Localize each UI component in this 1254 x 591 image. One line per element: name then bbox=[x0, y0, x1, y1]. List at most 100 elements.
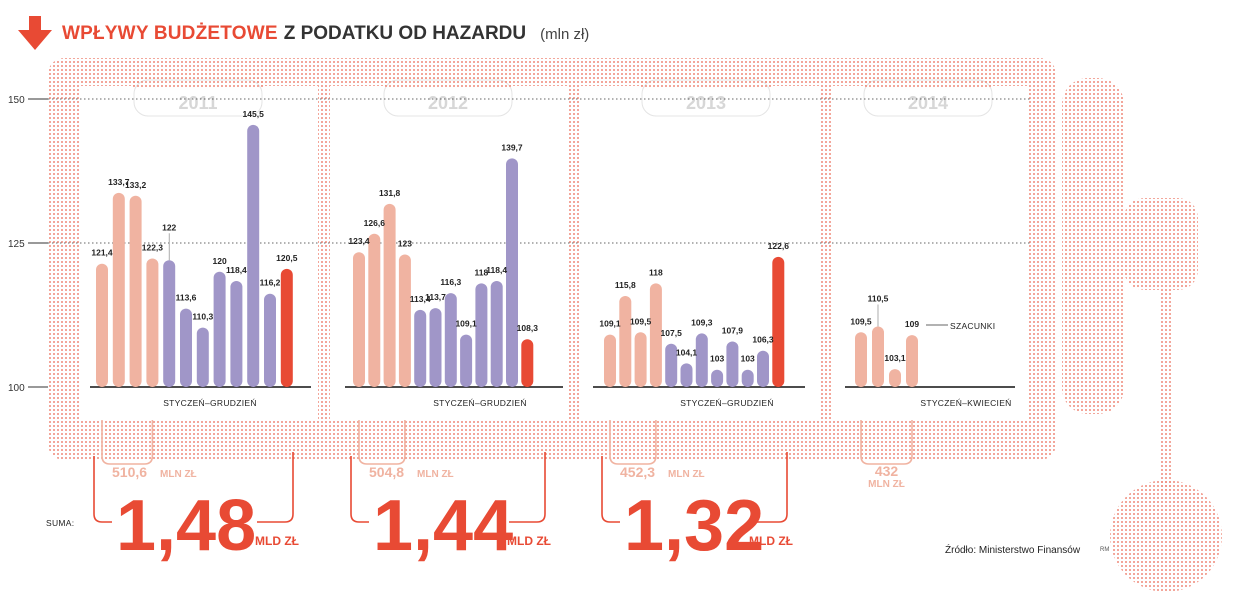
partial-sum: 504,8 bbox=[369, 464, 404, 480]
title-unit: (mln zł) bbox=[540, 25, 590, 43]
value-label: 139,7 bbox=[501, 142, 523, 152]
bar bbox=[475, 283, 488, 387]
value-label: 123 bbox=[398, 239, 412, 249]
partial-bracket bbox=[101, 420, 154, 465]
bar bbox=[889, 369, 901, 387]
chart-title: WPŁYWY BUDŻETOWE Z PODATKU OD HAZARDU (m… bbox=[18, 16, 589, 52]
year-label: 2013 bbox=[686, 93, 726, 113]
year-tab-mask bbox=[383, 78, 513, 88]
partial-sum-unit: MLN ZŁ bbox=[160, 469, 197, 480]
title-highlight: WPŁYWY BUDŻETOWE bbox=[62, 23, 278, 44]
period-label: STYCZEŃ–GRUDZIEŃ bbox=[680, 398, 774, 408]
period-label: STYCZEŃ–KWIECIEŃ bbox=[920, 398, 1011, 408]
bar bbox=[680, 363, 693, 387]
value-label: 109,5 bbox=[850, 316, 872, 326]
value-label: 109,1 bbox=[455, 319, 477, 329]
source-note: Źródło: Ministerstwo Finansów bbox=[945, 545, 1081, 556]
total-bracket bbox=[93, 452, 294, 523]
partial-bracket bbox=[860, 420, 913, 465]
value-label: 118 bbox=[649, 267, 663, 277]
bar bbox=[129, 195, 142, 387]
suma-label: SUMA: bbox=[46, 518, 74, 528]
bar bbox=[604, 334, 616, 387]
year-label: 2011 bbox=[178, 93, 217, 113]
bar bbox=[711, 369, 724, 387]
bar bbox=[634, 332, 647, 387]
bar bbox=[414, 309, 427, 387]
value-label: 113,7 bbox=[425, 292, 446, 302]
value-label: 116,2 bbox=[260, 278, 281, 288]
y-tick-label: 150 bbox=[8, 95, 25, 106]
bar bbox=[741, 369, 754, 387]
bar bbox=[695, 333, 708, 387]
value-label: 109,5 bbox=[630, 316, 652, 326]
year-tab-mask bbox=[133, 78, 263, 88]
value-label: 120 bbox=[213, 256, 227, 266]
bar bbox=[490, 281, 503, 387]
bar bbox=[398, 254, 411, 387]
total-unit: MLD ZŁ bbox=[255, 534, 299, 548]
value-label: 122,6 bbox=[768, 241, 790, 251]
bar bbox=[163, 260, 176, 387]
bar bbox=[230, 281, 243, 387]
period-label: STYCZEŃ–GRUDZIEŃ bbox=[163, 398, 257, 408]
value-label: 110,3 bbox=[192, 312, 213, 322]
total-value: 1,48 bbox=[116, 486, 256, 566]
title-rest: Z PODATKU OD HAZARDU bbox=[283, 23, 527, 44]
bar bbox=[196, 327, 209, 387]
value-label: 118,4 bbox=[486, 265, 507, 275]
bar bbox=[649, 283, 662, 387]
bar bbox=[429, 308, 442, 387]
bar bbox=[855, 332, 867, 387]
value-label: 106,3 bbox=[752, 335, 774, 345]
value-label: 118,4 bbox=[226, 265, 247, 275]
bar bbox=[906, 335, 918, 387]
partial-sum: 452,3 bbox=[620, 464, 655, 480]
value-label: 120,5 bbox=[276, 253, 298, 263]
y-tick-label: 100 bbox=[8, 383, 25, 394]
bar bbox=[444, 293, 457, 387]
value-label: 131,8 bbox=[379, 188, 401, 198]
value-label: 107,9 bbox=[722, 325, 744, 335]
bar bbox=[772, 256, 785, 387]
value-label: 113,4 bbox=[410, 294, 431, 304]
bar bbox=[180, 308, 192, 387]
value-label: 108,3 bbox=[517, 323, 539, 333]
total-value: 1,32 bbox=[624, 486, 764, 566]
value-label: 113,6 bbox=[176, 293, 197, 303]
partial-bracket bbox=[358, 420, 406, 465]
total-value: 1,44 bbox=[373, 486, 513, 566]
value-label: 133,2 bbox=[125, 180, 147, 190]
partial-sum-unit: MLN ZŁ bbox=[417, 469, 454, 480]
value-label: 109,1 bbox=[599, 319, 621, 329]
total-unit: MLD ZŁ bbox=[749, 534, 793, 548]
partial-sum-unit: MLN ZŁ bbox=[668, 469, 705, 480]
value-label: 109 bbox=[905, 319, 919, 329]
annotation-label: SZACUNKI bbox=[950, 321, 995, 331]
value-label: 122 bbox=[162, 222, 176, 232]
bar bbox=[247, 124, 260, 388]
value-label: 133,7 bbox=[108, 177, 130, 187]
total-bracket bbox=[601, 452, 788, 523]
value-label: 145,5 bbox=[243, 109, 265, 119]
year-tab-mask bbox=[641, 78, 771, 88]
year-label: 2012 bbox=[428, 93, 468, 113]
value-label: 123,4 bbox=[348, 236, 370, 246]
bar bbox=[665, 343, 678, 387]
bar bbox=[368, 233, 381, 387]
year-label: 2014 bbox=[908, 93, 948, 113]
author-initials: RM bbox=[1100, 547, 1110, 553]
value-label: 103 bbox=[741, 354, 755, 364]
bar bbox=[383, 203, 396, 387]
bar bbox=[757, 350, 769, 387]
bar bbox=[726, 341, 739, 387]
partial-bracket bbox=[609, 420, 657, 465]
value-label: 107,5 bbox=[661, 328, 683, 338]
bar bbox=[112, 192, 125, 387]
partial-sum-unit: MLN ZŁ bbox=[868, 479, 905, 490]
bar bbox=[521, 339, 534, 387]
bar bbox=[619, 295, 632, 387]
value-label: 122,3 bbox=[142, 243, 164, 253]
